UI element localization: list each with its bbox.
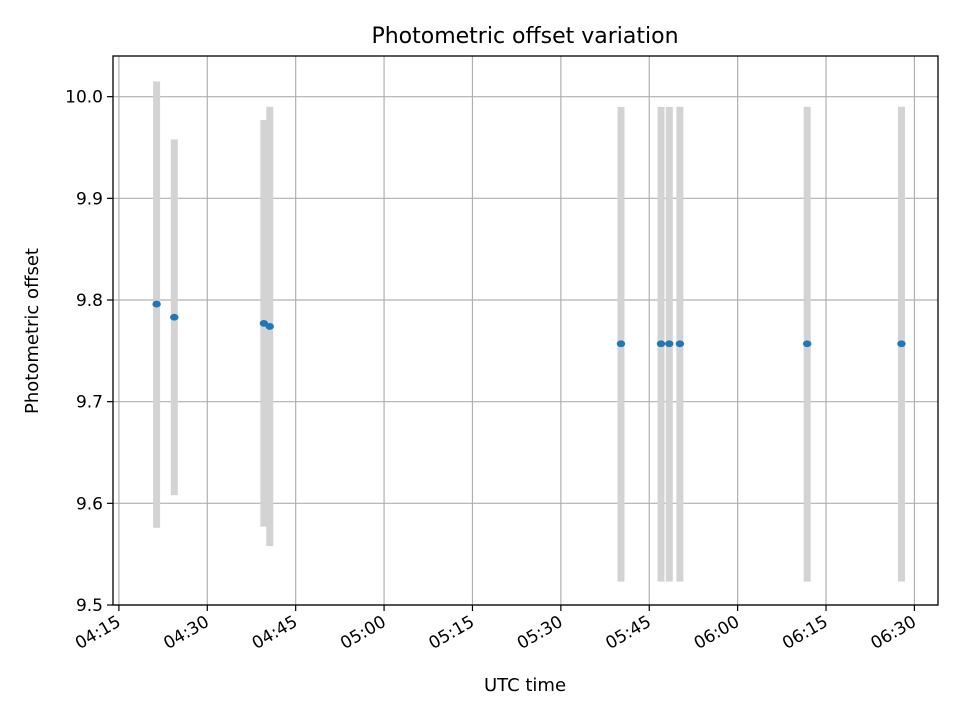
y-tick-label: 9.9 (76, 189, 103, 209)
x-tick-label: 04:30 (160, 612, 212, 654)
data-point (897, 340, 906, 348)
x-tick-label: 05:30 (514, 612, 566, 654)
chart-title: Photometric offset variation (371, 24, 678, 49)
y-axis-label: Photometric offset (22, 248, 43, 414)
y-tick-label: 9.7 (76, 393, 103, 413)
x-tick-label: 05:00 (337, 612, 389, 654)
data-point (265, 323, 274, 330)
data-point (665, 340, 674, 348)
error-bars (153, 81, 905, 582)
data-points (152, 300, 906, 348)
data-point (170, 313, 179, 321)
x-tick-label: 05:45 (602, 612, 654, 654)
data-point (616, 340, 626, 348)
y-tick-label: 9.6 (76, 494, 103, 514)
x-tick-label: 06:30 (867, 612, 919, 654)
x-tick-label: 06:15 (779, 612, 831, 654)
x-tick-label: 04:45 (249, 612, 301, 654)
x-axis-ticks: 04:15 04:30 04:45 05:00 05:15 05:30 05:45 06:00… (72, 605, 920, 654)
x-axis-label: UTC time (484, 675, 566, 696)
data-point (152, 300, 161, 308)
data-point (656, 340, 666, 348)
data-point (802, 340, 812, 348)
x-tick-label: 05:15 (426, 612, 478, 654)
y-tick-label: 9.8 (76, 291, 103, 311)
grid (113, 56, 938, 606)
x-tick-label: 04:15 (72, 612, 124, 654)
plot-frame (112, 55, 939, 606)
data-point (675, 340, 685, 348)
x-tick-label: 06:00 (691, 612, 743, 654)
y-tick-label: 9.5 (76, 596, 103, 616)
y-tick-label: 10.0 (65, 88, 103, 108)
y-axis-ticks: 9.5 9.6 9.7 9.8 9.9 10.0 (65, 88, 113, 616)
